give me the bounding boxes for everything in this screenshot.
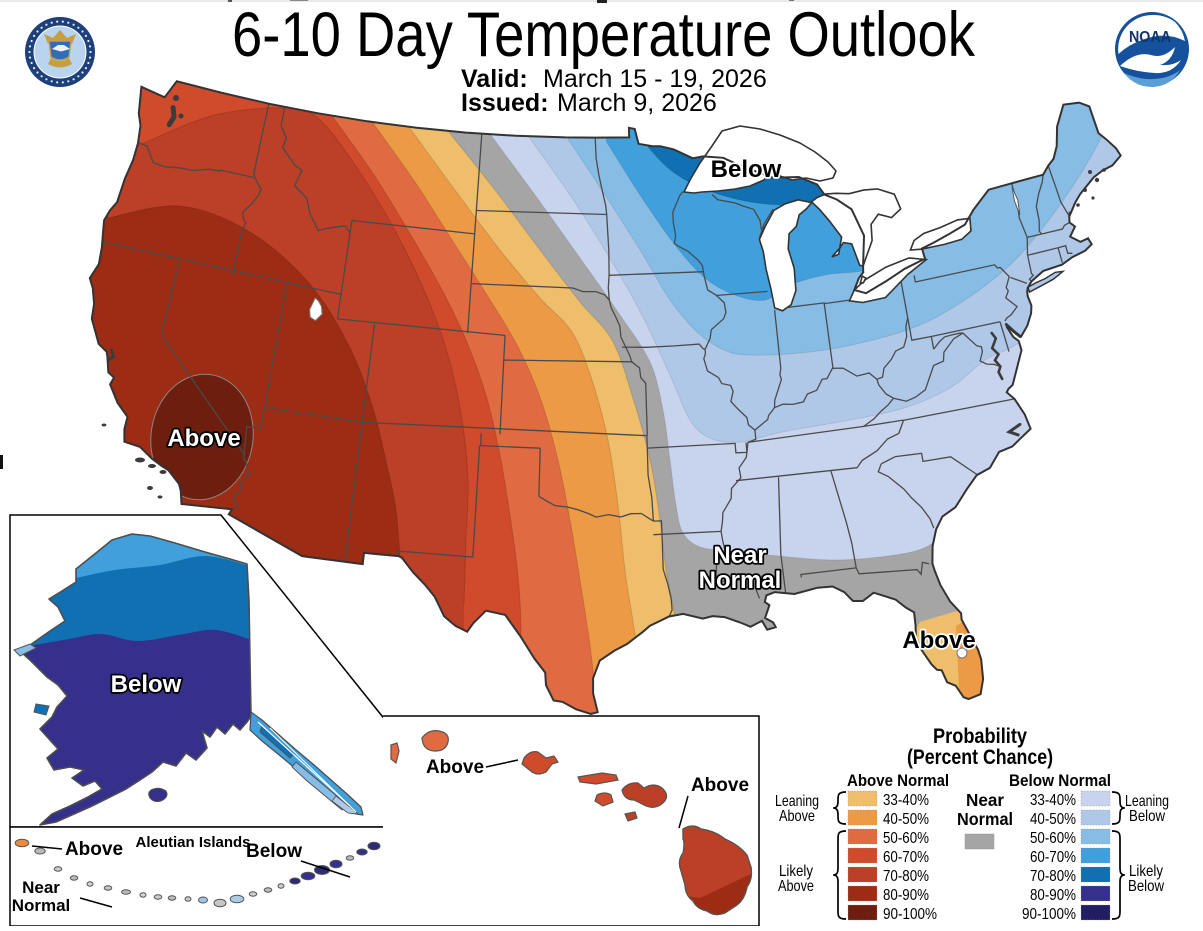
svg-text:90-100%: 90-100% <box>883 906 937 923</box>
svg-text:Near: Near <box>966 790 1004 810</box>
svg-text:80-90%: 80-90% <box>1030 887 1076 904</box>
svg-text:50-60%: 50-60% <box>1030 830 1076 847</box>
svg-text:Valid:: Valid: <box>461 65 528 93</box>
svg-text:60-70%: 60-70% <box>883 849 929 866</box>
svg-text:Below Normal: Below Normal <box>1009 771 1111 790</box>
svg-text:Above: Above <box>65 839 123 860</box>
svg-text:March 9, 2026: March 9, 2026 <box>557 89 717 117</box>
svg-text:40-50%: 40-50% <box>1030 811 1076 828</box>
svg-text:Near: Near <box>713 542 766 569</box>
svg-text:Leaning: Leaning <box>775 793 819 810</box>
svg-text:Above: Above <box>902 627 975 654</box>
svg-text:Above: Above <box>167 425 240 452</box>
svg-text:80-90%: 80-90% <box>883 887 929 904</box>
svg-text:Likely: Likely <box>779 863 813 880</box>
svg-text:Normal: Normal <box>699 567 782 594</box>
svg-text:Below: Below <box>246 841 302 862</box>
svg-text:33-40%: 33-40% <box>883 792 929 809</box>
svg-text:Normal: Normal <box>12 896 71 915</box>
svg-text:60-70%: 60-70% <box>1030 849 1076 866</box>
svg-text:Above: Above <box>167 425 240 452</box>
svg-text:Below: Below <box>1129 808 1165 825</box>
svg-text:Below: Below <box>111 671 182 698</box>
svg-text:6-10 Day Temperature Outlook: 6-10 Day Temperature Outlook <box>232 0 975 70</box>
svg-text:50-60%: 50-60% <box>883 830 929 847</box>
svg-text:Near: Near <box>713 542 766 569</box>
svg-text:Aleutian Islands: Aleutian Islands <box>135 834 250 851</box>
svg-text:Above: Above <box>778 878 814 895</box>
svg-text:Probability: Probability <box>933 725 1027 748</box>
svg-text:33-40%: 33-40% <box>1030 792 1076 809</box>
svg-text:70-80%: 70-80% <box>883 868 929 885</box>
svg-text:NOAA: NOAA <box>1129 29 1171 46</box>
svg-text:Below: Below <box>1128 878 1164 895</box>
svg-text:Below: Below <box>711 156 782 183</box>
svg-text:(Percent Chance): (Percent Chance) <box>907 746 1053 769</box>
svg-text:Issued:: Issued: <box>461 89 549 117</box>
svg-text:Leaning: Leaning <box>1125 793 1169 810</box>
svg-text:Above: Above <box>691 775 749 796</box>
svg-text:Below: Below <box>711 156 782 183</box>
svg-text:Near: Near <box>22 878 60 897</box>
svg-text:Above Normal: Above Normal <box>847 771 949 790</box>
svg-text:Likely: Likely <box>1129 863 1163 880</box>
svg-text:Above: Above <box>779 808 815 825</box>
svg-text:Above: Above <box>902 627 975 654</box>
svg-text:March 15 - 19, 2026: March 15 - 19, 2026 <box>543 65 767 93</box>
svg-text:90-100%: 90-100% <box>1022 906 1076 923</box>
svg-text:Above: Above <box>426 757 484 778</box>
svg-text:40-50%: 40-50% <box>883 811 929 828</box>
svg-text:70-80%: 70-80% <box>1030 868 1076 885</box>
svg-text:Below: Below <box>111 671 182 698</box>
svg-text:Normal: Normal <box>699 567 782 594</box>
svg-text:Normal: Normal <box>957 809 1013 829</box>
